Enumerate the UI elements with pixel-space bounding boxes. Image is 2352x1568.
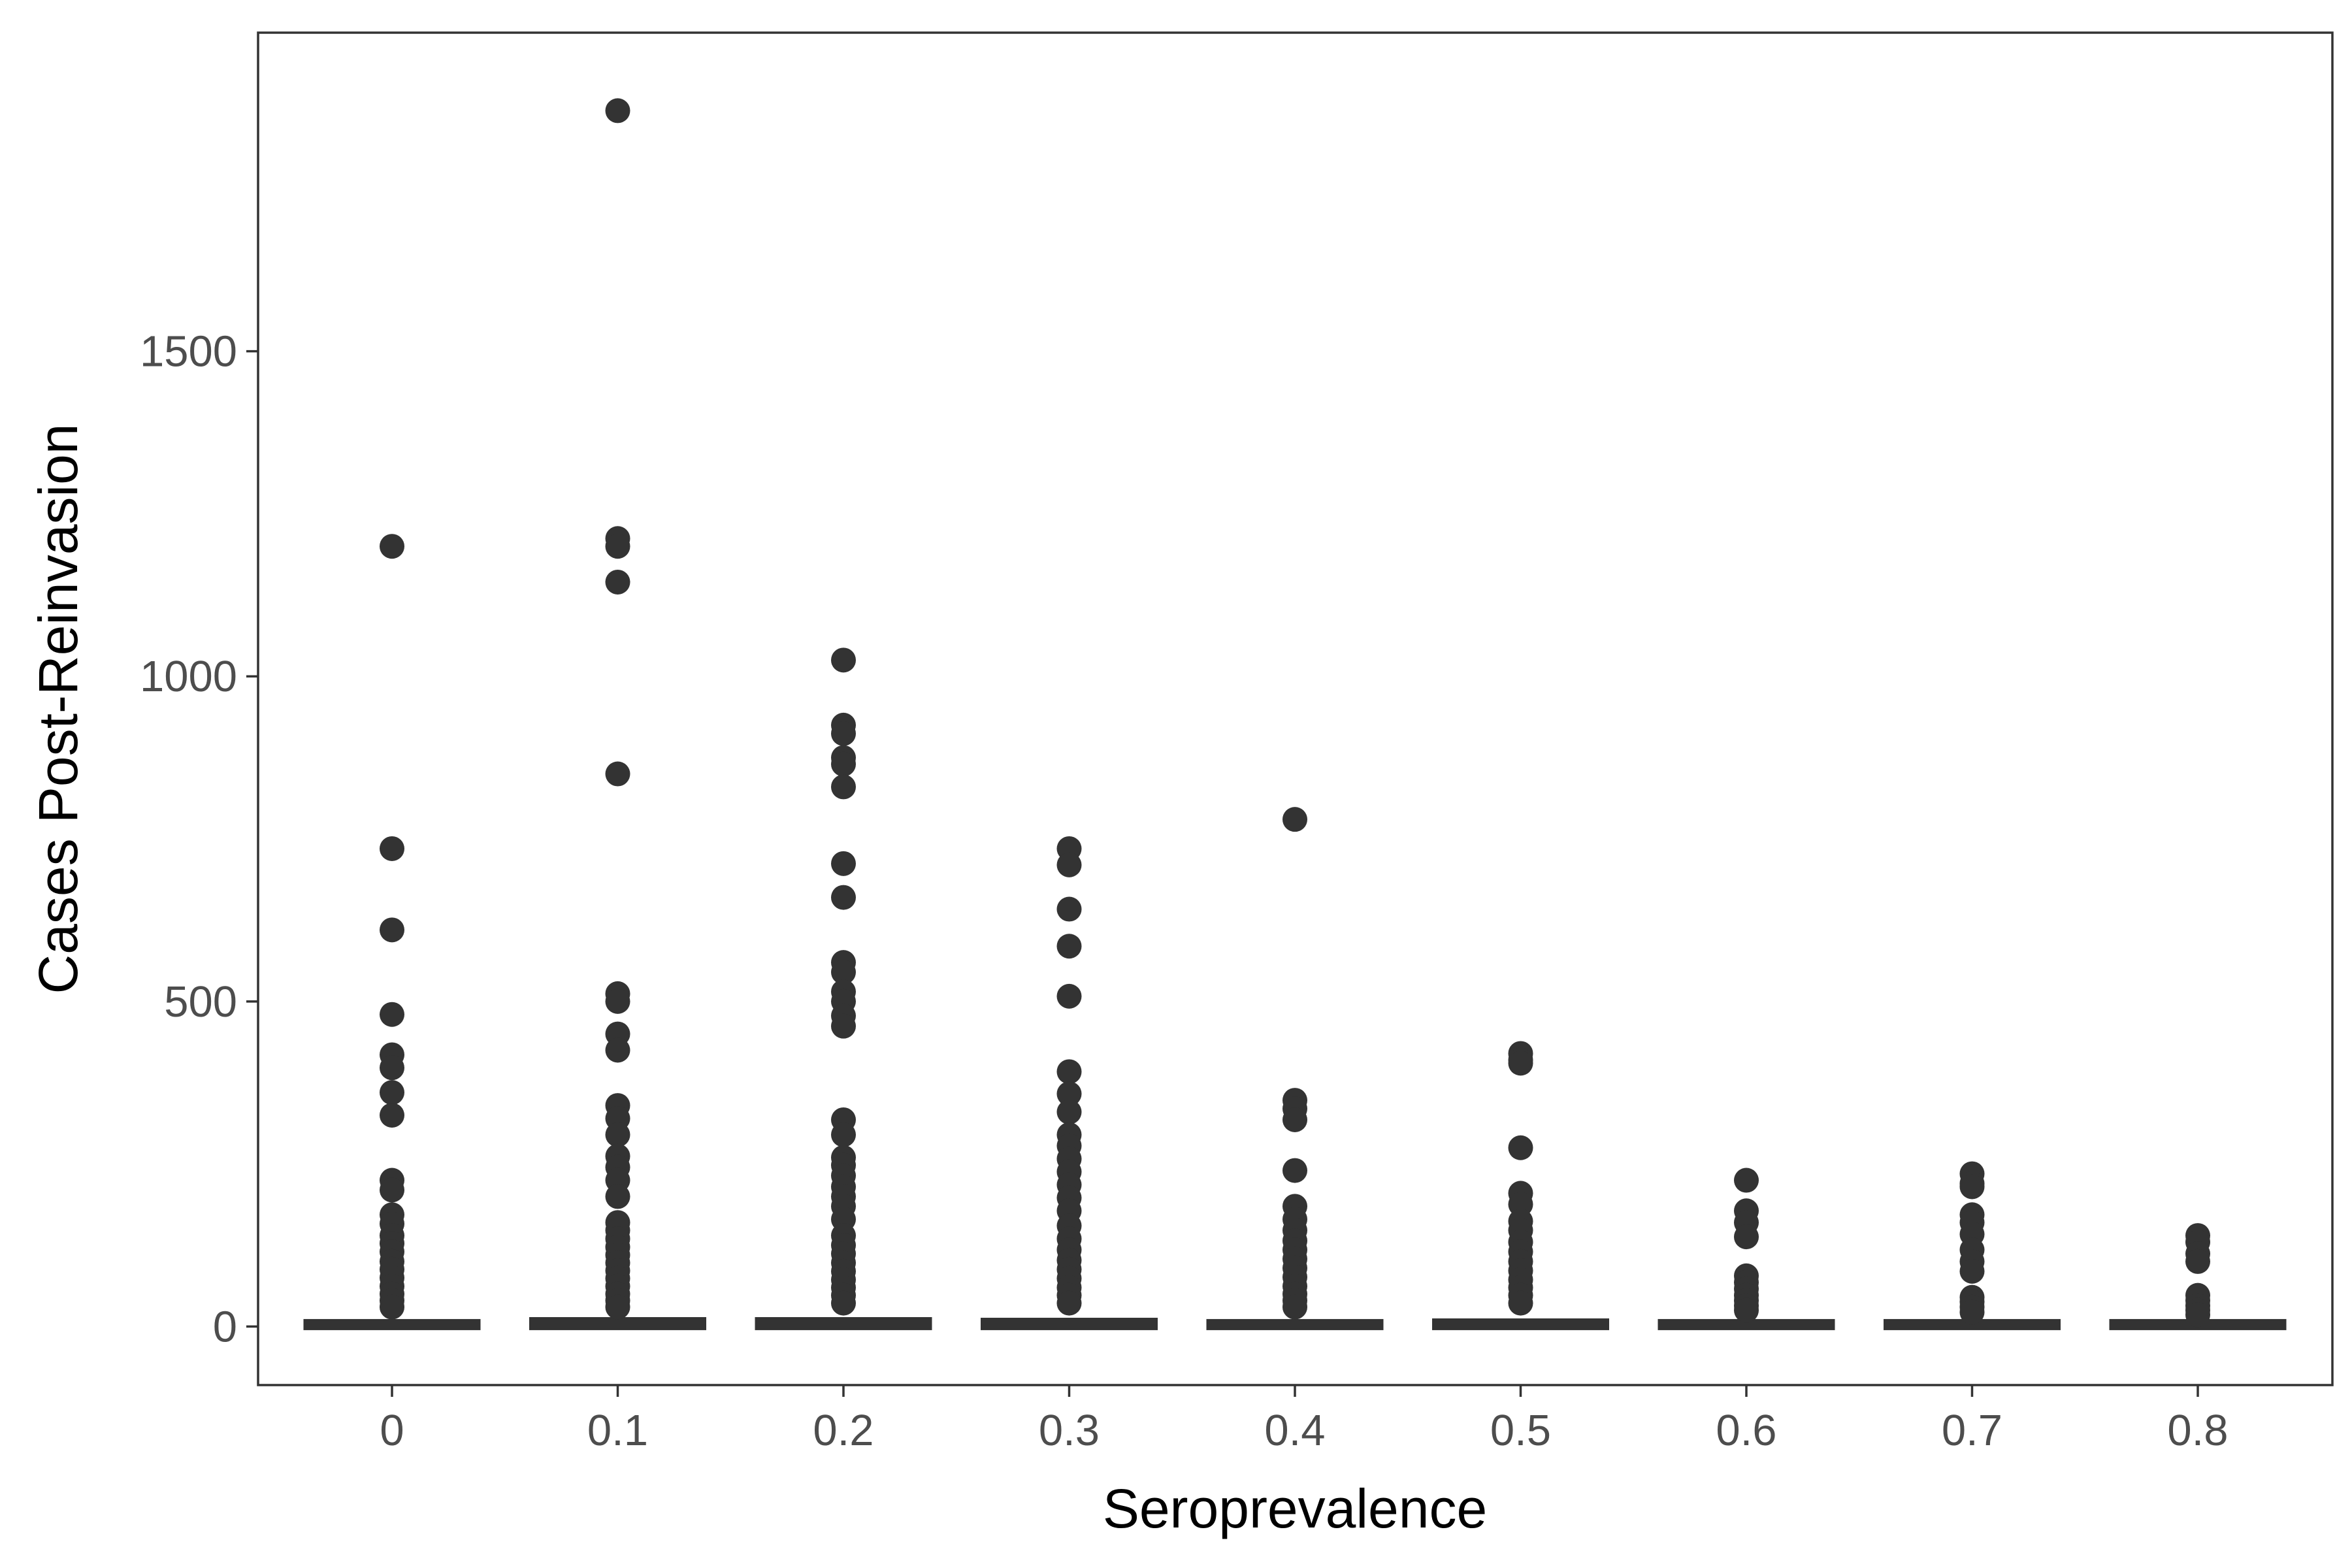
outlier-point-0.2-4 [831,751,856,777]
outlier-point-0.3-3 [1056,934,1082,959]
outlier-point-0.5-2 [1508,1051,1533,1076]
y-tick-label-0: 0 [213,1302,237,1351]
x-tick-label-0.4: 0.4 [1264,1406,1325,1455]
x-tick-label-0.6: 0.6 [1716,1406,1776,1455]
outlier-point-0-7 [380,1102,404,1128]
outlier-point-0.2-13 [831,1013,856,1039]
outlier-point-0-1 [380,836,404,861]
outlier-point-0.1-2 [605,534,630,559]
x-tick-label-0.5: 0.5 [1490,1406,1551,1455]
outlier-point-0.2-5 [831,774,856,800]
outlier-point-0.1-3 [605,569,630,595]
outlier-point-0.1-15 [605,1184,630,1209]
outlier-point-0.7-12 [1959,1299,1985,1325]
x-tick-label-0.1: 0.1 [587,1406,648,1455]
outlier-point-0.2-9 [831,960,856,985]
outlier-point-0.4-0 [1282,807,1307,832]
axes: 0 500 1000 1500 0 0.1 0.2 0.3 0.4 0.5 0.6 0.7 0.8 [140,327,2229,1455]
outlier-point-0.4-3 [1282,1107,1307,1132]
x-tick-label-0.8: 0.8 [2167,1406,2228,1455]
outlier-point-0.2-31 [831,1290,856,1316]
y-tick-label-500: 500 [164,977,237,1026]
outlier-point-0.7-2 [1959,1174,1985,1200]
x-tick-label-0.2: 0.2 [813,1406,874,1455]
outlier-point-0.6-10 [1734,1298,1759,1323]
outlier-point-0.1-6 [605,988,630,1014]
outlier-point-0.3-4 [1056,983,1082,1009]
outlier-point-0-3 [380,1002,404,1027]
outlier-point-0.4-16 [1282,1294,1307,1320]
outlier-point-0.1-27 [605,1294,630,1320]
outlier-point-0.7-8 [1959,1258,1985,1284]
outlier-point-0.5-3 [1508,1135,1533,1160]
y-axis-title: Cases Post-Reinvasion [27,423,89,994]
y-tick-label-1000: 1000 [140,652,237,701]
outlier-point-0-2 [380,917,404,943]
outlier-point-0.3-7 [1056,1100,1082,1125]
outlier-point-0-21 [380,1294,404,1320]
outlier-point-0-0 [380,534,404,559]
outlier-point-0-9 [380,1177,404,1203]
outlier-point-0.2-6 [831,851,856,876]
outlier-point-0.2-7 [831,885,856,910]
outlier-point-0.2-15 [831,1122,856,1147]
outlier-point-0.8-8 [2185,1302,2210,1328]
outlier-point-0.3-1 [1056,852,1082,877]
outlier-point-0.1-8 [605,1037,630,1063]
outlier-point-0.3-23 [1056,1290,1082,1316]
outlier-point-0.3-6 [1056,1081,1082,1107]
outlier-point-0.2-2 [831,721,856,746]
outlier-point-0.1-11 [605,1122,630,1147]
plot-marks [303,98,2287,1330]
x-tick-label-0.3: 0.3 [1039,1406,1100,1455]
outlier-point-0.8-3 [2185,1249,2210,1274]
outlier-point-0.6-0 [1734,1168,1759,1193]
x-axis-title: Seroprevalence [1103,1478,1487,1539]
outlier-point-0.2-0 [831,647,856,673]
outlier-point-0.1-0 [605,98,630,123]
outlier-point-0.3-5 [1056,1059,1082,1085]
outlier-point-0-6 [380,1080,404,1105]
outlier-point-0.3-2 [1056,896,1082,922]
x-tick-label-0.7: 0.7 [1942,1406,2002,1455]
outlier-point-0.1-4 [605,761,630,787]
y-tick-label-1500: 1500 [140,327,237,376]
outlier-point-0.6-3 [1734,1224,1759,1250]
outlier-point-0.5-15 [1508,1290,1533,1316]
outlier-point-0.4-4 [1282,1158,1307,1183]
outlier-point-0-5 [380,1055,404,1081]
x-tick-label-0: 0 [380,1406,404,1455]
